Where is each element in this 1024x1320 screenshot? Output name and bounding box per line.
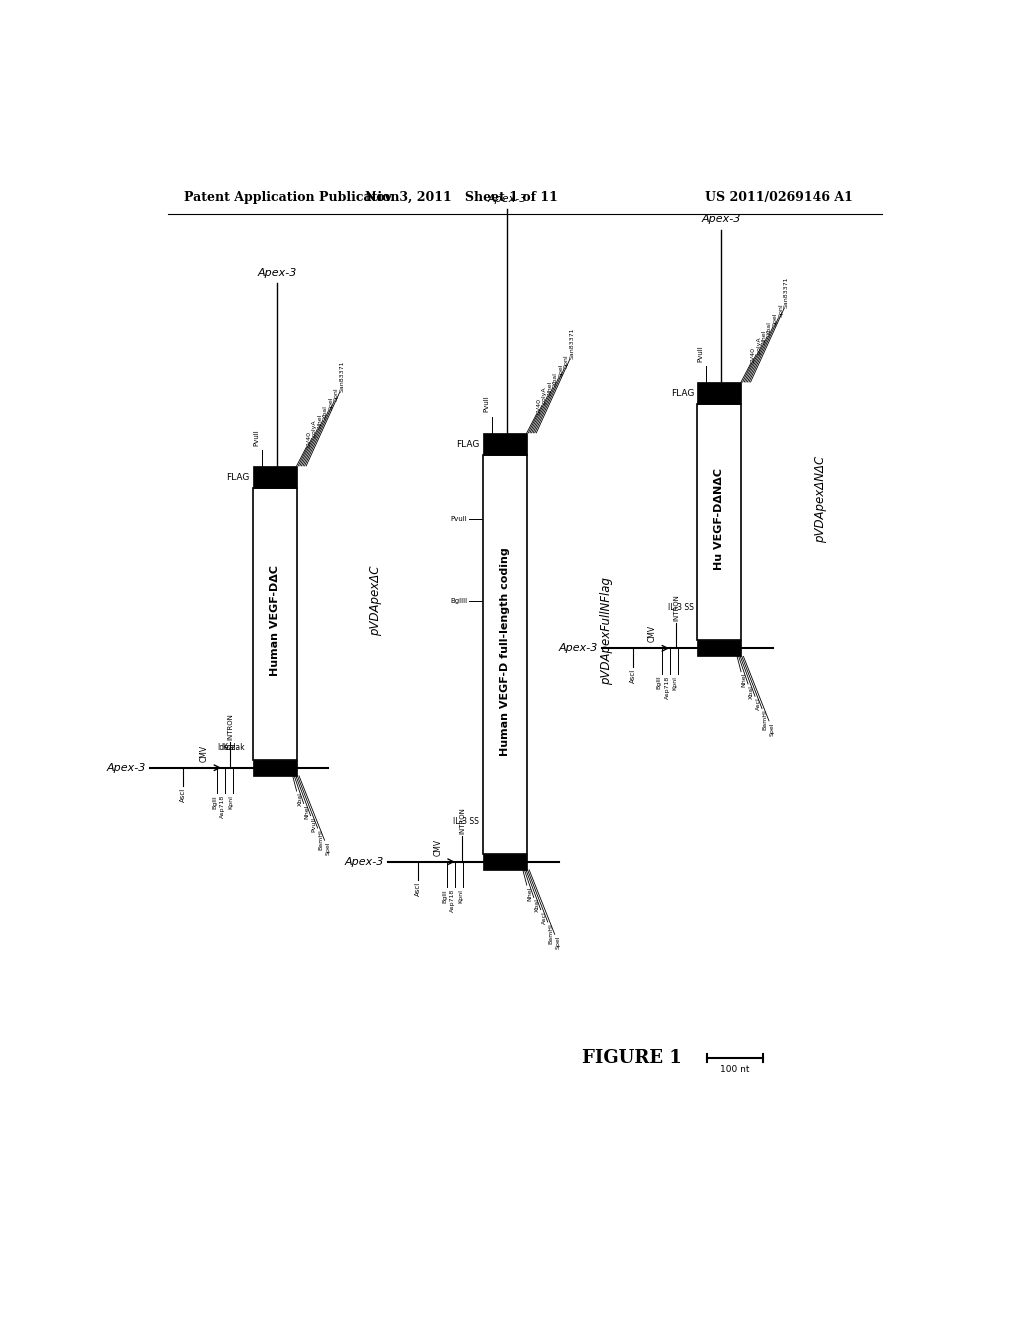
Text: pVDApexΔNΔC: pVDApexΔNΔC: [814, 455, 827, 543]
Text: Patent Application Publication: Patent Application Publication: [183, 190, 399, 203]
Text: Apex-3: Apex-3: [487, 194, 526, 205]
Text: XbaI: XbaI: [297, 792, 302, 807]
Text: SpeI: SpeI: [329, 396, 334, 411]
Text: AscI: AscI: [416, 882, 422, 896]
Bar: [253, 466, 297, 488]
Bar: [697, 381, 741, 404]
Text: San83371: San83371: [784, 276, 788, 308]
Text: Apex-3: Apex-3: [106, 763, 145, 772]
Text: NheI: NheI: [762, 330, 767, 345]
Text: US 2011/0269146 A1: US 2011/0269146 A1: [705, 190, 853, 203]
Text: FIGURE 1: FIGURE 1: [582, 1049, 682, 1067]
Text: PvuII: PvuII: [311, 817, 316, 832]
Text: KpnI: KpnI: [459, 890, 463, 903]
Bar: [697, 404, 741, 640]
Text: IL-3 SS: IL-3 SS: [668, 603, 693, 612]
Text: pVDApexΔC: pVDApexΔC: [370, 565, 383, 636]
Text: pVDApexFullNFlag: pVDApexFullNFlag: [600, 577, 612, 685]
Text: XbaI: XbaI: [767, 321, 772, 335]
Text: Ideal: Ideal: [217, 743, 236, 752]
Text: BglII: BglII: [212, 795, 217, 809]
Text: AscI: AscI: [180, 788, 185, 803]
Text: BglIII: BglIII: [451, 598, 467, 603]
Text: NheI: NheI: [527, 886, 532, 900]
Text: polyA: polyA: [311, 420, 316, 437]
Bar: [253, 488, 297, 759]
Text: FLAG: FLAG: [671, 388, 694, 397]
Text: NheI: NheI: [548, 380, 552, 395]
Text: BamHI: BamHI: [549, 923, 554, 944]
Bar: [697, 640, 741, 656]
Text: KpnI: KpnI: [673, 676, 678, 690]
Bar: [483, 433, 526, 455]
Text: SpeI: SpeI: [555, 936, 560, 949]
Text: SpnI: SpnI: [778, 304, 783, 317]
Text: SpeI: SpeI: [770, 722, 775, 735]
Text: XbaI: XbaI: [535, 899, 540, 912]
Text: PvuII: PvuII: [697, 345, 703, 362]
Text: INTRON: INTRON: [674, 594, 680, 620]
Text: PvuII: PvuII: [253, 429, 259, 446]
Text: polyA: polyA: [542, 387, 547, 404]
Text: FLAG: FLAG: [226, 473, 250, 482]
Text: Asp718: Asp718: [665, 676, 670, 700]
Text: IL-3 SS: IL-3 SS: [454, 817, 479, 825]
Text: INTRON: INTRON: [459, 808, 465, 834]
Bar: [253, 759, 297, 776]
Text: FLAG: FLAG: [457, 440, 480, 449]
Text: CMV: CMV: [200, 744, 209, 762]
Text: BamHI: BamHI: [763, 710, 768, 730]
Text: Human VEGF-D full-length coding: Human VEGF-D full-length coding: [500, 546, 510, 756]
Text: Human VEGF-DΔC: Human VEGF-DΔC: [269, 565, 280, 676]
Text: SV40: SV40: [537, 397, 542, 413]
Text: BglII: BglII: [442, 890, 447, 903]
Text: San83371: San83371: [340, 360, 344, 392]
Text: INTRON: INTRON: [227, 713, 233, 741]
Text: AscI: AscI: [542, 911, 547, 924]
Text: XbaI: XbaI: [553, 372, 558, 385]
Text: SpnI: SpnI: [334, 387, 339, 401]
Text: SV40: SV40: [306, 430, 311, 446]
Text: AscI: AscI: [756, 697, 761, 710]
Text: AscI: AscI: [630, 669, 636, 682]
Text: SpnI: SpnI: [564, 354, 569, 368]
Text: SpeI: SpeI: [773, 313, 778, 326]
Text: Apex-3: Apex-3: [701, 214, 741, 224]
Text: 100 nt: 100 nt: [720, 1065, 750, 1074]
Text: NheI: NheI: [317, 413, 323, 428]
Text: Apex-3: Apex-3: [257, 268, 297, 277]
Text: NheI: NheI: [304, 804, 309, 818]
Text: SpeI: SpeI: [326, 841, 331, 855]
Text: Apex-3: Apex-3: [344, 857, 384, 867]
Text: SpeI: SpeI: [558, 363, 563, 378]
Text: CMV: CMV: [433, 838, 442, 855]
Text: Nov. 3, 2011   Sheet 1 of 11: Nov. 3, 2011 Sheet 1 of 11: [365, 190, 558, 203]
Text: SV40: SV40: [751, 347, 756, 363]
Text: PvuII: PvuII: [483, 396, 489, 412]
Text: XbaI: XbaI: [323, 405, 328, 420]
Text: BglII: BglII: [656, 676, 662, 689]
Text: Kozak: Kozak: [222, 743, 245, 752]
Text: polyA: polyA: [756, 335, 761, 354]
Text: PvuII: PvuII: [451, 516, 467, 523]
Bar: [483, 854, 526, 870]
Text: Apex-3: Apex-3: [559, 643, 598, 653]
Bar: [483, 455, 526, 854]
Text: CMV: CMV: [647, 626, 656, 643]
Text: Hu VEGF-DΔNΔC: Hu VEGF-DΔNΔC: [714, 469, 724, 570]
Text: KpnI: KpnI: [228, 795, 233, 809]
Text: BamHI: BamHI: [318, 829, 324, 850]
Text: Asp718: Asp718: [220, 795, 225, 818]
Text: San83371: San83371: [569, 327, 574, 359]
Text: Asp718: Asp718: [451, 890, 456, 912]
Text: XbaI: XbaI: [749, 685, 754, 700]
Text: NheI: NheI: [741, 673, 746, 688]
